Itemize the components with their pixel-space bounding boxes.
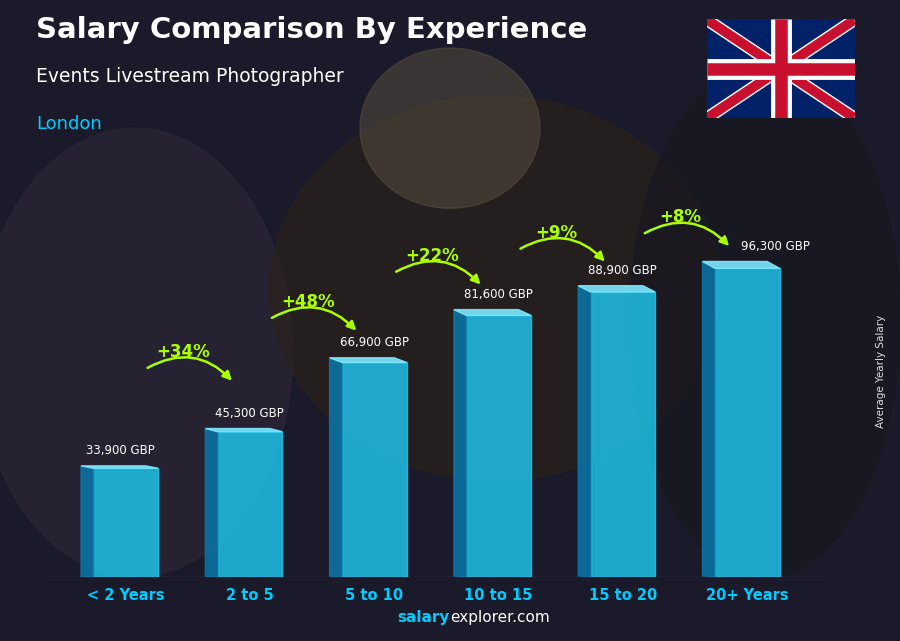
Ellipse shape	[0, 128, 292, 577]
Polygon shape	[454, 310, 531, 315]
Text: Salary Comparison By Experience: Salary Comparison By Experience	[36, 16, 587, 44]
Bar	[466, 315, 531, 577]
Polygon shape	[578, 286, 590, 577]
Text: London: London	[36, 115, 102, 133]
Bar	[342, 363, 407, 577]
Text: +34%: +34%	[157, 343, 211, 361]
Ellipse shape	[360, 48, 540, 208]
Text: 45,300 GBP: 45,300 GBP	[215, 407, 284, 420]
Polygon shape	[329, 358, 407, 363]
Text: +8%: +8%	[660, 208, 701, 226]
Text: 66,900 GBP: 66,900 GBP	[339, 337, 409, 349]
Polygon shape	[578, 286, 655, 292]
Polygon shape	[205, 429, 218, 577]
Bar	[590, 292, 655, 577]
Polygon shape	[703, 262, 779, 268]
Bar	[94, 468, 158, 577]
Ellipse shape	[630, 64, 900, 577]
Polygon shape	[454, 310, 466, 577]
Polygon shape	[329, 358, 342, 577]
Text: 33,900 GBP: 33,900 GBP	[86, 444, 155, 458]
Text: Events Livestream Photographer: Events Livestream Photographer	[36, 67, 344, 87]
Polygon shape	[81, 466, 158, 468]
Text: explorer.com: explorer.com	[450, 610, 550, 625]
Text: 81,600 GBP: 81,600 GBP	[464, 288, 533, 301]
Bar	[218, 432, 283, 577]
Polygon shape	[703, 262, 715, 577]
Polygon shape	[205, 429, 283, 432]
Text: +48%: +48%	[281, 293, 335, 311]
Text: +22%: +22%	[405, 247, 459, 265]
Text: 88,900 GBP: 88,900 GBP	[588, 264, 657, 278]
Text: salary: salary	[398, 610, 450, 625]
Ellipse shape	[270, 96, 720, 481]
Bar	[715, 268, 779, 577]
Polygon shape	[81, 466, 94, 577]
Text: +9%: +9%	[536, 224, 577, 242]
Text: Average Yearly Salary: Average Yearly Salary	[877, 315, 886, 428]
Text: 96,300 GBP: 96,300 GBP	[741, 240, 810, 253]
